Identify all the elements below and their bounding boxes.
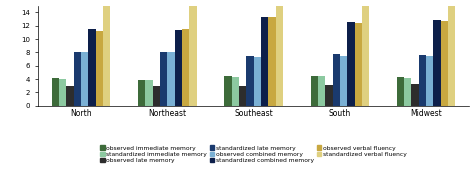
Bar <box>96 31 103 106</box>
Bar <box>404 78 411 106</box>
Bar <box>246 56 254 106</box>
Bar <box>182 29 189 106</box>
Bar <box>167 52 174 106</box>
Bar <box>310 76 318 106</box>
Bar <box>232 77 239 106</box>
Bar <box>397 77 404 106</box>
Bar <box>426 56 433 106</box>
Bar <box>153 86 160 106</box>
Bar <box>362 0 369 106</box>
Bar <box>275 0 283 106</box>
Bar <box>224 76 232 106</box>
Bar <box>448 0 456 106</box>
Bar <box>441 21 448 106</box>
Bar <box>268 17 275 106</box>
Bar <box>325 85 333 106</box>
Bar <box>433 20 441 106</box>
Bar <box>74 52 81 106</box>
Bar <box>174 30 182 106</box>
Bar <box>239 86 246 106</box>
Bar <box>333 54 340 106</box>
Bar <box>189 0 197 106</box>
Bar <box>88 29 96 106</box>
Bar <box>103 0 110 106</box>
Bar <box>347 22 355 106</box>
Bar <box>419 55 426 106</box>
Bar <box>160 52 167 106</box>
Bar <box>411 84 419 106</box>
Bar <box>59 79 66 106</box>
Legend: observed immediate memory, standardized immediate memory, observed late memory, : observed immediate memory, standardized … <box>100 145 407 163</box>
Bar <box>254 57 261 106</box>
Bar <box>138 81 146 106</box>
Bar <box>52 78 59 106</box>
Bar <box>318 77 325 106</box>
Bar <box>340 56 347 106</box>
Bar <box>81 52 88 106</box>
Bar <box>66 86 74 106</box>
Bar <box>355 23 362 106</box>
Bar <box>261 17 268 106</box>
Bar <box>146 81 153 106</box>
